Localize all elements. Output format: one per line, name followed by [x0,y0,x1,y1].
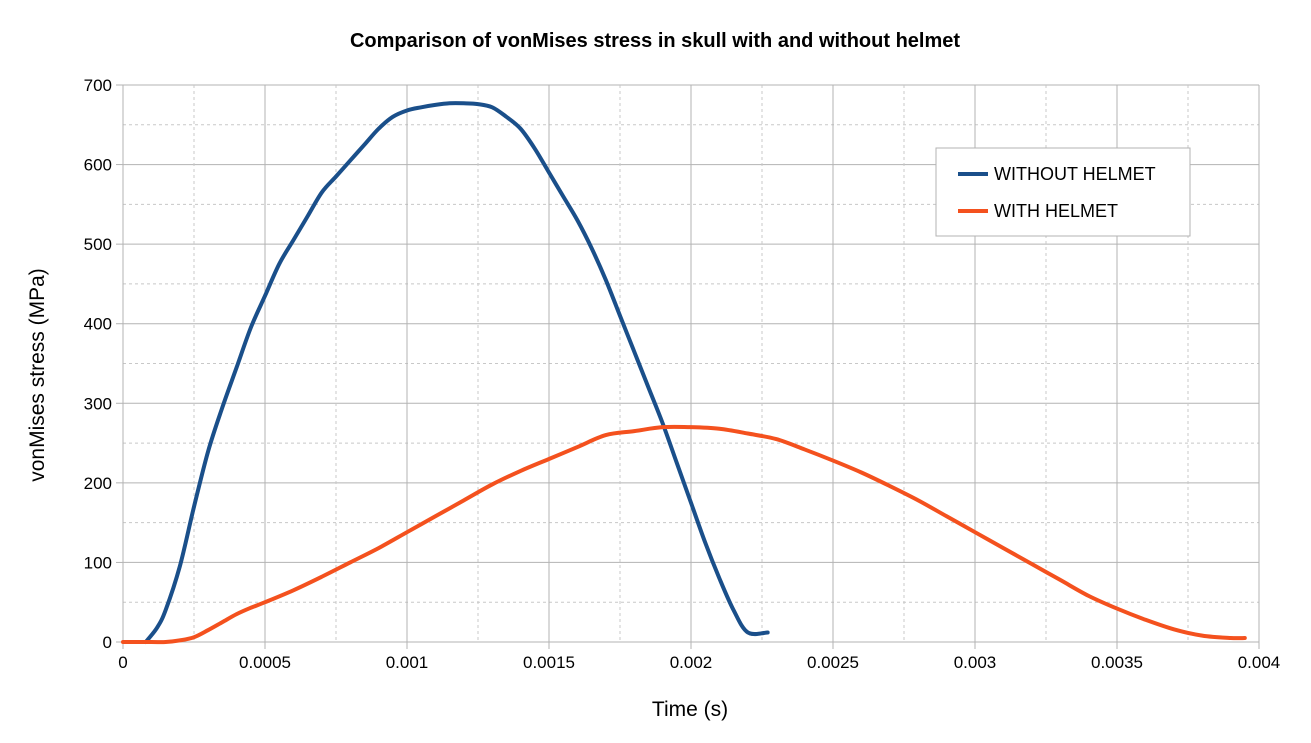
series-line-without-helmet [143,101,770,644]
y-tick-label: 400 [84,315,112,334]
legend-label-without-helmet: WITHOUT HELMET [994,164,1156,184]
y-tick-label: 700 [84,76,112,95]
x-tick-label: 0.0015 [523,653,575,672]
series-line-with-helmet [121,424,1247,645]
series-lines [121,101,1247,645]
legend: WITHOUT HELMET WITH HELMET [935,147,1191,237]
y-tick-label: 100 [84,553,112,572]
y-tick-label: 0 [103,633,112,652]
y-tick-label: 600 [84,156,112,175]
x-tick-label: 0.0005 [239,653,291,672]
x-tick-label: 0.002 [670,653,713,672]
legend-label-with-helmet: WITH HELMET [994,201,1118,221]
x-tick-label: 0.003 [954,653,997,672]
y-tick-label: 200 [84,474,112,493]
x-axis-label: Time (s) [652,698,728,721]
x-tick-label: 0.004 [1238,653,1281,672]
y-axis-label: vonMises stress (MPa) [26,268,49,482]
axes: 0 100 200 300 400 500 600 700 0 0.0005 0.001 0.0015… [84,76,1281,672]
y-tick-label: 500 [84,235,112,254]
x-tick-label: 0.0035 [1091,653,1143,672]
legend-box [935,147,1191,237]
x-tick-label: 0.001 [386,653,429,672]
chart-title: Comparison of vonMises stress in skull w… [350,30,960,52]
y-tick-label: 300 [84,394,112,413]
x-tick-label: 0 [118,653,127,672]
x-tick-label: 0.0025 [807,653,859,672]
